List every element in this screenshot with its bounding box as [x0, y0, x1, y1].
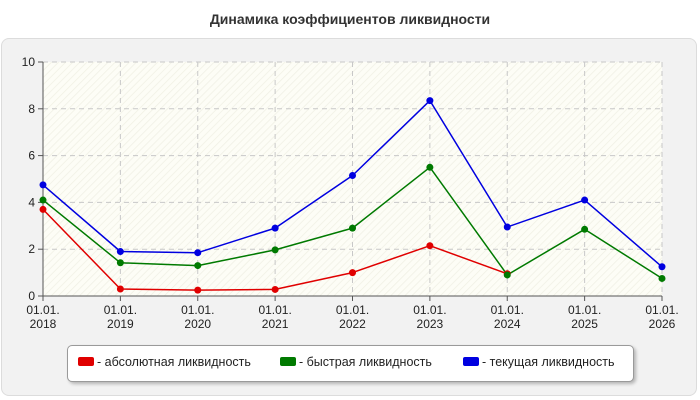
data-point-1 [503, 271, 511, 279]
x-tick-label-line: 2022 [339, 317, 366, 331]
data-point-2 [658, 263, 666, 271]
x-tick-label-line: 01.01. [413, 303, 446, 317]
data-point-0 [426, 242, 434, 250]
x-tick-label-line: 01.01. [568, 303, 601, 317]
x-tick-label: 01.01. 2020 [181, 303, 214, 331]
data-point-2 [39, 181, 47, 189]
data-point-1 [581, 225, 589, 233]
x-tick-label: 01.01. 2018 [26, 303, 59, 331]
data-point-0 [349, 269, 356, 277]
x-tick-label: 01.01. 2021 [258, 303, 291, 331]
data-point-2 [116, 248, 124, 256]
legend-swatch-absolute [78, 357, 94, 367]
legend-swatch-quick [280, 357, 296, 367]
y-tick-label: 10 [22, 55, 36, 69]
chart-legend: - абсолютная ликвидность - быстрая ликви… [67, 345, 634, 382]
y-tick-label: 0 [28, 289, 35, 303]
x-tick-label-line: 01.01. [491, 303, 524, 317]
legend-item: - текущая ликвидность [463, 355, 615, 369]
data-point-2 [349, 171, 356, 179]
data-point-0 [116, 285, 124, 293]
data-point-2 [503, 223, 511, 231]
x-tick-label-line: 2020 [184, 317, 211, 331]
legend-item: - абсолютная ликвидность [78, 355, 251, 369]
data-point-1 [116, 259, 124, 267]
y-tick-label: 2 [28, 242, 35, 256]
data-point-0 [271, 285, 279, 293]
y-tick-label: 8 [28, 102, 35, 116]
y-tick-label: 4 [28, 195, 35, 209]
x-tick-label-line: 01.01. [336, 303, 369, 317]
x-tick-label: 01.01. 2024 [491, 303, 524, 331]
data-point-1 [271, 246, 279, 254]
data-point-1 [349, 224, 356, 232]
data-point-1 [426, 163, 434, 171]
x-tick-label-line: 2019 [107, 317, 134, 331]
data-point-2 [194, 249, 202, 257]
legend-label: - текущая ликвидность [482, 355, 615, 369]
x-tick-label-line: 2023 [417, 317, 444, 331]
x-tick-label-line: 01.01. [26, 303, 59, 317]
x-tick-label-line: 2024 [494, 317, 521, 331]
x-tick-label-line: 01.01. [645, 303, 678, 317]
x-tick-label-line: 2021 [262, 317, 289, 331]
data-point-0 [39, 205, 47, 213]
x-tick-label: 01.01. 2026 [645, 303, 678, 331]
x-tick-label: 01.01. 2023 [413, 303, 446, 331]
data-point-1 [39, 196, 47, 204]
legend-item: - быстрая ликвидность [280, 355, 432, 369]
legend-label: - быстрая ликвидность [299, 355, 432, 369]
x-tick-label: 01.01. 2025 [568, 303, 601, 331]
x-tick-label-line: 2025 [571, 317, 598, 331]
x-tick-label-line: 01.01. [258, 303, 291, 317]
x-tick-label-line: 01.01. [104, 303, 137, 317]
x-tick-label: 01.01. 2019 [104, 303, 137, 331]
x-tick-label-line: 2026 [649, 317, 676, 331]
data-point-2 [581, 196, 589, 204]
x-tick-label-line: 01.01. [181, 303, 214, 317]
x-tick-label-line: 2018 [30, 317, 57, 331]
data-point-1 [194, 262, 202, 270]
data-point-2 [271, 224, 279, 232]
data-point-0 [194, 286, 202, 294]
y-tick-label: 6 [28, 149, 35, 163]
x-tick-label: 01.01. 2022 [336, 303, 369, 331]
data-point-2 [426, 97, 434, 105]
chart-title: Динамика коэффициентов ликвидности [209, 11, 491, 27]
legend-swatch-current [463, 357, 479, 367]
legend-label: - абсолютная ликвидность [97, 355, 251, 369]
data-point-1 [658, 274, 666, 282]
